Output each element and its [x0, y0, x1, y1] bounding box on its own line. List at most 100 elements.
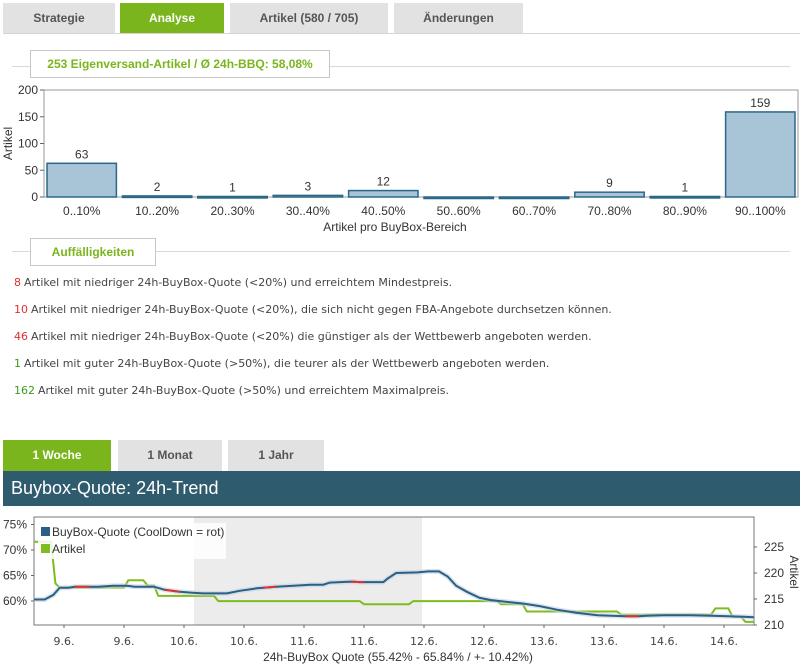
y-left-tick-label: 65% [3, 569, 27, 583]
y-tick-label: 150 [18, 110, 38, 124]
y-axis-label: Artikel [1, 127, 15, 160]
x-tick-label: 90..100% [735, 204, 786, 218]
bar-value-label: 1 [229, 180, 236, 194]
y-left-tick-label: 70% [3, 543, 27, 557]
x-tick-label: 11.6. [350, 635, 378, 648]
x-tick-label: 10..20% [135, 204, 179, 218]
legend-swatch-artikel [41, 544, 50, 553]
bar [272, 194, 344, 198]
bar-value-label: 12 [377, 175, 391, 189]
y-left-tick-label: 75% [3, 518, 27, 532]
y-right-tick-label: 210 [764, 618, 784, 632]
x-tick-label: 11.6. [290, 635, 318, 648]
bar [197, 195, 268, 199]
issues-title: Auffälligkeiten [30, 238, 156, 266]
x-tick-label: 13.6. [530, 635, 558, 648]
bar [724, 111, 796, 198]
issue-text: Artikel mit niedriger 24h-BuyBox-Quote (… [24, 276, 453, 289]
issue-text: Artikel mit guter 24h-BuyBox-Quote (>50%… [24, 357, 550, 370]
cooldown-segment [351, 580, 364, 584]
cooldown-segment [263, 585, 277, 589]
x-tick-label: 10.6. [170, 635, 198, 648]
tab-aenderungen[interactable]: Änderungen [394, 3, 523, 33]
y-right-axis-label: Artikel [787, 555, 801, 588]
tab-1-woche[interactable]: 1 Woche [3, 440, 111, 471]
series-buybox [34, 570, 755, 619]
x-tick-label: 12.6. [410, 635, 438, 648]
legend-swatch-buybox [41, 527, 50, 536]
bar [347, 189, 419, 198]
x-axis-label: Artikel pro BuyBox-Bereich [323, 220, 466, 234]
y-tick-label: 200 [18, 83, 38, 97]
line-plot-frame [33, 516, 755, 626]
tab-artikel[interactable]: Artikel (580 / 705) [230, 3, 388, 33]
bar [46, 162, 118, 198]
bar [649, 195, 721, 199]
cooldown-segment [164, 588, 180, 593]
x-tick-label: 12.6. [470, 635, 498, 648]
x-tick-label: 9.6. [54, 635, 75, 648]
bar [423, 196, 495, 200]
issue-count[interactable]: 1 [14, 357, 21, 370]
y-right-tick-label: 215 [764, 592, 784, 606]
shaded-region [194, 517, 422, 625]
tabs-divider [3, 33, 800, 34]
legend-box [38, 523, 226, 559]
x-tick-label: 70..80% [587, 204, 631, 218]
issues-divider [12, 251, 790, 252]
buybox-distribution-chart: 0 50 100 150 200 Artikel 63 0..10% 2 10..20% 1 20..… [1, 83, 799, 234]
x-tick-label: 20..30% [210, 204, 254, 218]
y-right-tick-label: 225 [764, 540, 784, 554]
bar-value-label: 1 [682, 180, 689, 194]
x-tick-label: 30..40% [286, 204, 330, 218]
issue-item: 8 Artikel mit niedriger 24h-BuyBox-Quote … [14, 276, 452, 289]
y-tick-label: 100 [18, 137, 38, 151]
issue-text: Artikel mit niedriger 24h-BuyBox-Quote (… [31, 303, 612, 316]
x-tick-label: 10.6. [230, 635, 258, 648]
issue-count[interactable]: 162 [14, 384, 35, 397]
x-tick-label: 9.6. [114, 635, 135, 648]
issue-count[interactable]: 8 [14, 276, 21, 289]
trend-title: Buybox-Quote: 24h-Trend [3, 471, 800, 506]
y-tick-label: 0 [31, 190, 38, 204]
bar-value-label: 3 [305, 179, 312, 193]
main-tabs: Strategie Analyse Artikel (580 / 705) Än… [0, 0, 802, 34]
x-tick-label: 0..10% [63, 204, 101, 218]
issue-item: 10 Artikel mit niedriger 24h-BuyBox-Quote… [14, 303, 612, 316]
x-tick-label: 14.6. [710, 635, 738, 648]
bar-value-label: 9 [606, 176, 613, 190]
summary-badge: 253 Eigenversand-Artikel / Ø 24h-BBQ: 58… [30, 50, 330, 78]
bar-value-label: 63 [75, 147, 89, 161]
x-tick-label: 40..50% [361, 204, 405, 218]
trend-legend: BuyBox-Quote (CoolDown = rot) Artikel [38, 523, 226, 559]
line-x-axis-label: 24h-BuyBox Quote (55.42% - 65.84% / +- 1… [263, 650, 533, 664]
x-tick-label: 13.6. [590, 635, 618, 648]
bar [574, 191, 645, 198]
legend-label-artikel: Artikel [52, 542, 85, 556]
bar [498, 196, 570, 200]
bar-value-label: 2 [154, 180, 161, 194]
bar [121, 195, 193, 199]
x-tick-label: 60..70% [512, 204, 556, 218]
y-tick-label: 50 [25, 163, 39, 177]
tab-1-jahr[interactable]: 1 Jahr [228, 440, 324, 471]
issue-item: 1 Artikel mit guter 24h-BuyBox-Quote (>50… [14, 357, 549, 370]
issue-text: Artikel mit niedriger 24h-BuyBox-Quote (… [31, 330, 592, 343]
y-right-tick-label: 220 [764, 566, 784, 580]
issue-count[interactable]: 46 [14, 330, 28, 343]
issue-count[interactable]: 10 [14, 303, 28, 316]
x-tick-label: 80..90% [663, 204, 707, 218]
y-left-tick-label: 60% [3, 594, 27, 608]
tab-strategie[interactable]: Strategie [3, 3, 115, 33]
tab-1-monat[interactable]: 1 Monat [118, 440, 222, 471]
bar-value-label: 159 [750, 96, 770, 110]
issue-item: 46 Artikel mit niedriger 24h-BuyBox-Quote… [14, 330, 592, 343]
x-tick-label: 14.6. [650, 635, 678, 648]
x-tick-label: 50..60% [437, 204, 481, 218]
legend-label-buybox: BuyBox-Quote (CoolDown = rot) [52, 525, 224, 539]
tab-analyse[interactable]: Analyse [120, 3, 224, 33]
issue-text: Artikel mit guter 24h-BuyBox-Quote (>50%… [38, 384, 449, 397]
summary-divider [12, 66, 790, 67]
issue-item: 162 Artikel mit guter 24h-BuyBox-Quote (>… [14, 384, 449, 397]
